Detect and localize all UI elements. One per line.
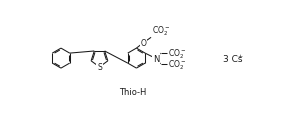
- Text: CO$_2^-$: CO$_2^-$: [152, 24, 170, 37]
- Text: S: S: [97, 63, 102, 72]
- Text: Thio-H: Thio-H: [119, 87, 146, 96]
- Text: CO$_2^-$: CO$_2^-$: [168, 47, 187, 60]
- Text: +: +: [237, 54, 243, 59]
- Text: CO$_2^-$: CO$_2^-$: [168, 58, 187, 71]
- Text: 3 Cs: 3 Cs: [223, 54, 243, 63]
- Text: N: N: [153, 54, 159, 63]
- Text: O: O: [141, 39, 146, 48]
